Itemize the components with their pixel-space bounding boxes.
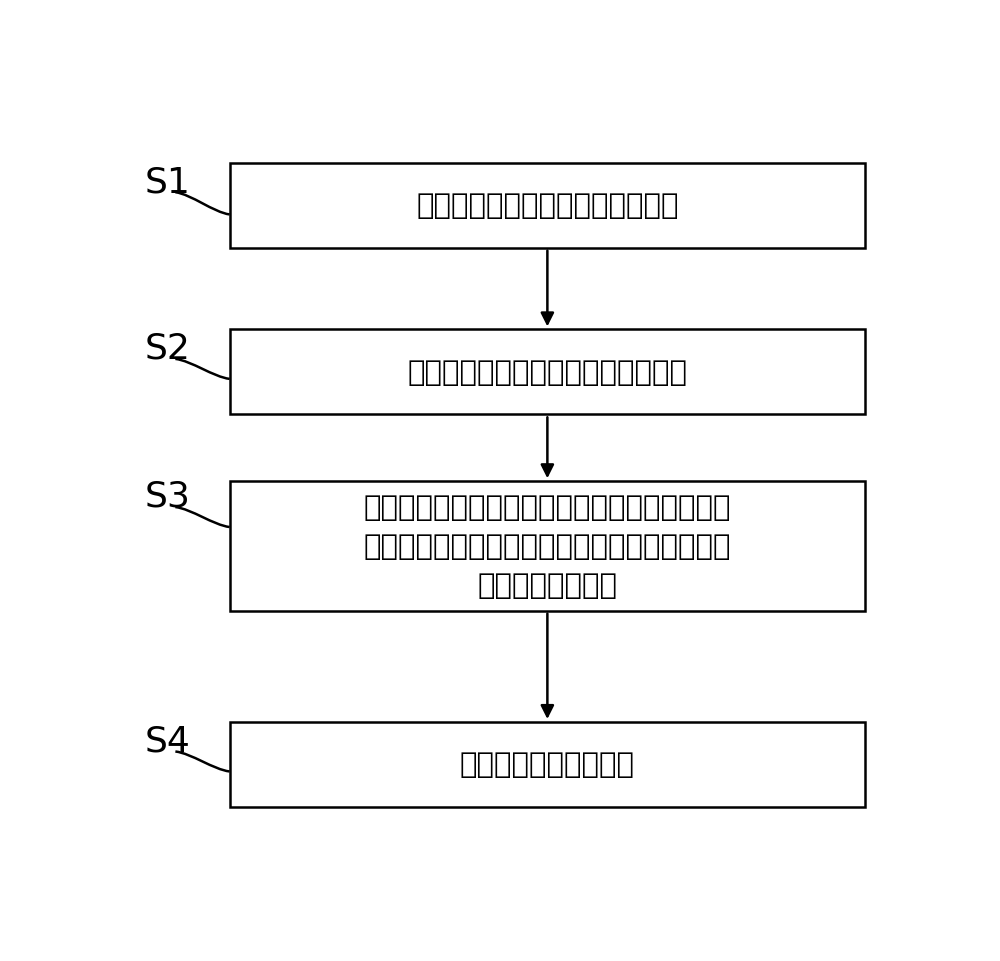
Text: 根据已构建实体模型的构型信息和目标模块化机
器人的构型信息确认已构建实体模型是否和目标
模块化机器人匹配: 根据已构建实体模型的构型信息和目标模块化机 器人的构型信息确认已构建实体模型是否… (364, 493, 731, 600)
Text: S4: S4 (144, 724, 190, 757)
Bar (230, 330, 865, 415)
Bar (230, 163, 865, 249)
Text: 获取目标模块化机器人的构型信息: 获取目标模块化机器人的构型信息 (416, 192, 679, 220)
Bar (230, 481, 865, 611)
Text: S2: S2 (144, 332, 190, 365)
Bar (230, 722, 865, 807)
Text: S1: S1 (144, 165, 190, 199)
Text: 获取当前已构建实体模型的构型信息: 获取当前已构建实体模型的构型信息 (407, 358, 687, 386)
Text: S3: S3 (144, 480, 190, 513)
Text: 根据匹配结果进行校正: 根据匹配结果进行校正 (460, 751, 635, 778)
